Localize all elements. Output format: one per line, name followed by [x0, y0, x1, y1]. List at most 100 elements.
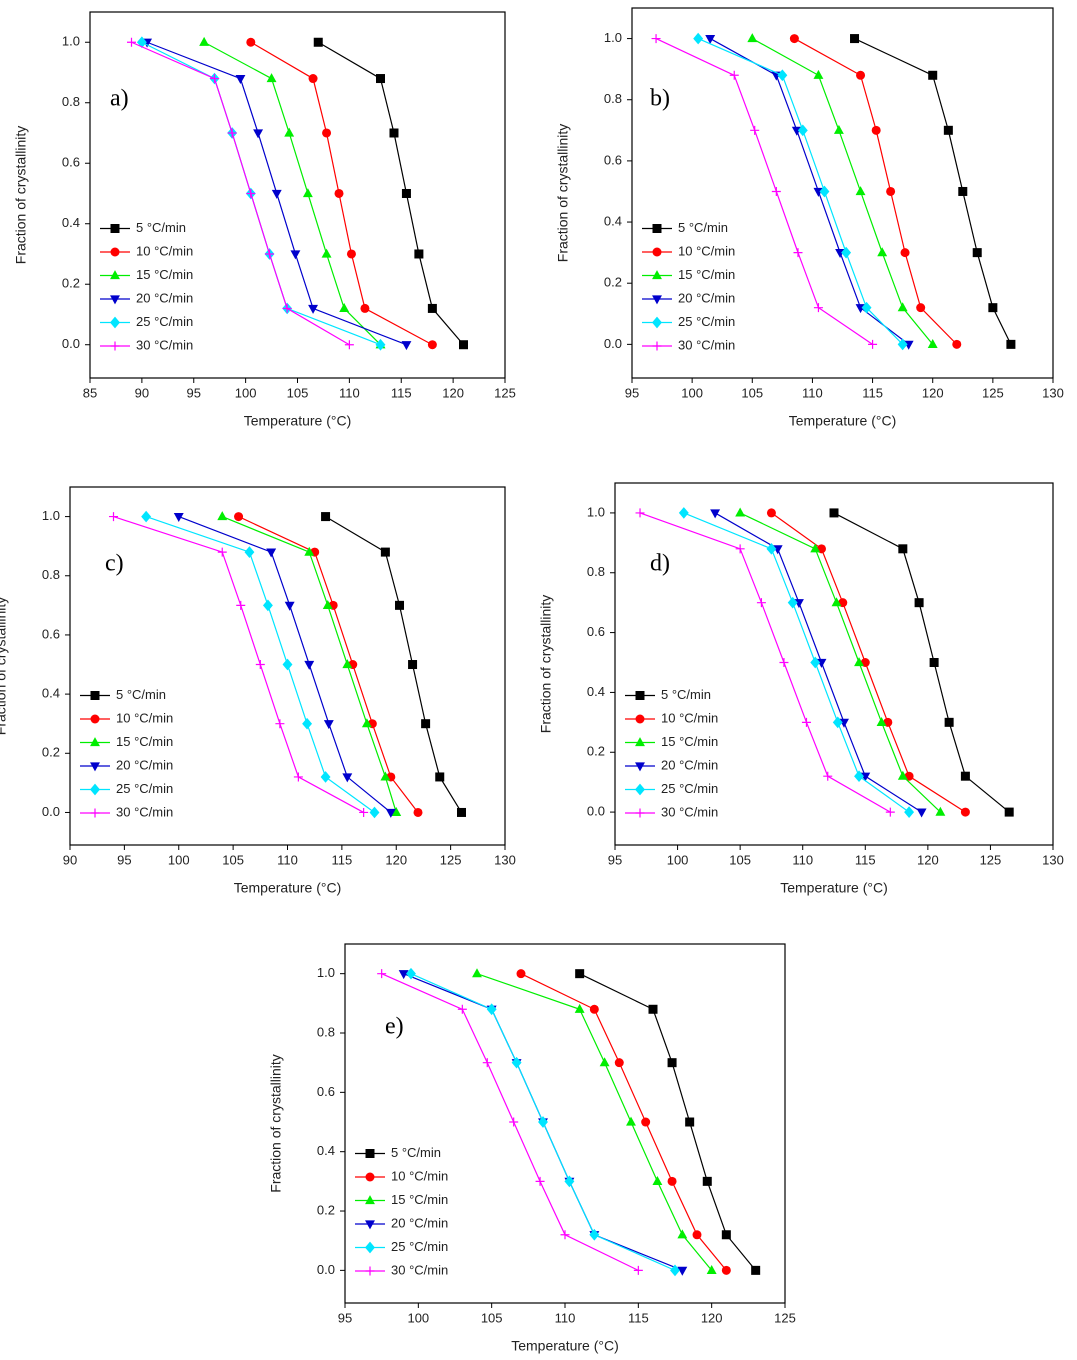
x-tick-label: 120: [922, 385, 944, 400]
marker: [710, 509, 721, 519]
marker: [829, 508, 839, 518]
y-tick-label: 0.0: [42, 804, 60, 819]
legend-label: 10 °C/min: [136, 243, 193, 258]
marker: [365, 1172, 375, 1182]
y-tick-label: 0.8: [587, 564, 605, 579]
y-tick-label: 0.6: [62, 155, 80, 170]
plot-frame: [631, 7, 1054, 379]
legend-label: 15 °C/min: [678, 267, 735, 282]
legend-label: 5 °C/min: [116, 687, 166, 702]
marker: [385, 808, 396, 818]
marker: [667, 1176, 677, 1186]
legend-label: 30 °C/min: [678, 337, 735, 352]
marker: [395, 600, 405, 610]
x-axis-label: Temperature (°C): [244, 413, 352, 429]
marker: [747, 33, 758, 43]
legend-label: 20 °C/min: [678, 290, 735, 305]
legend-label: 10 °C/min: [116, 710, 173, 725]
x-tick-label: 115: [862, 385, 883, 400]
marker: [110, 270, 120, 280]
marker: [110, 224, 120, 233]
y-tick-label: 1.0: [42, 508, 60, 523]
marker: [264, 249, 274, 259]
x-tick-label: 90: [135, 385, 149, 400]
marker: [560, 1230, 570, 1240]
marker: [677, 1266, 688, 1276]
legend-label: 5 °C/min: [391, 1145, 441, 1160]
marker: [877, 247, 888, 257]
marker: [823, 771, 833, 781]
marker: [398, 970, 409, 980]
x-tick-label: 120: [701, 1310, 723, 1325]
y-tick-label: 0.2: [604, 275, 622, 290]
marker: [284, 127, 295, 137]
legend-label: 10 °C/min: [661, 710, 718, 725]
marker: [692, 1230, 702, 1240]
series-line: [238, 516, 419, 813]
marker: [797, 124, 808, 137]
marker: [365, 1220, 375, 1230]
marker: [109, 512, 118, 522]
y-tick-label: 1.0: [317, 965, 335, 980]
marker: [365, 1266, 375, 1276]
marker: [635, 783, 645, 796]
marker: [304, 546, 315, 556]
marker: [861, 301, 872, 314]
x-tick-label: 110: [792, 852, 813, 867]
marker: [90, 714, 100, 724]
series-line: [520, 973, 727, 1271]
marker: [819, 185, 830, 198]
marker: [927, 338, 938, 348]
y-tick-label: 0.8: [62, 94, 80, 109]
marker: [302, 188, 313, 198]
marker: [667, 1058, 677, 1068]
marker: [359, 807, 369, 817]
marker: [810, 656, 821, 669]
y-tick-label: 0.0: [587, 804, 605, 819]
marker: [735, 544, 745, 554]
y-tick-label: 0.6: [604, 152, 622, 167]
marker: [897, 770, 908, 780]
marker: [633, 1265, 643, 1275]
x-tick-label: 130: [494, 852, 516, 867]
y-axis-label: Fraction of crystallinity: [538, 595, 554, 733]
y-tick-label: 0.4: [42, 686, 60, 701]
marker: [854, 770, 864, 783]
y-axis-label: Fraction of crystallinity: [0, 597, 9, 735]
x-tick-label: 120: [917, 852, 939, 867]
marker: [406, 967, 416, 980]
panel-label: b): [650, 86, 670, 112]
marker: [928, 70, 938, 80]
marker: [401, 341, 412, 351]
marker: [801, 717, 811, 727]
x-tick-label: 90: [63, 852, 77, 867]
legend-label: 30 °C/min: [661, 804, 718, 819]
marker: [227, 128, 237, 138]
x-tick-label: 110: [277, 852, 298, 867]
marker: [284, 601, 295, 611]
legend-label: 15 °C/min: [136, 267, 193, 282]
marker: [236, 600, 246, 610]
marker: [246, 37, 256, 47]
marker: [635, 808, 645, 818]
marker: [635, 737, 645, 747]
marker: [960, 807, 970, 817]
y-tick-label: 0.2: [62, 276, 80, 291]
y-tick-label: 0.4: [604, 213, 622, 228]
y-tick-label: 0.8: [42, 567, 60, 582]
marker: [308, 304, 319, 314]
marker: [235, 74, 246, 84]
chart-panel: 95 100 105 110 115 120 125 130 0.0 0.2 0.4 0.6 0.8 1.…: [555, 7, 1064, 429]
marker: [856, 70, 866, 80]
x-tick-label: 120: [442, 385, 464, 400]
marker: [110, 341, 120, 351]
x-tick-label: 115: [332, 852, 353, 867]
marker: [246, 188, 256, 198]
marker: [589, 1228, 600, 1241]
marker: [766, 508, 776, 518]
x-tick-label: 120: [385, 852, 407, 867]
marker: [898, 544, 908, 554]
x-tick-label: 105: [481, 1310, 503, 1325]
panel-label: a): [110, 86, 129, 112]
